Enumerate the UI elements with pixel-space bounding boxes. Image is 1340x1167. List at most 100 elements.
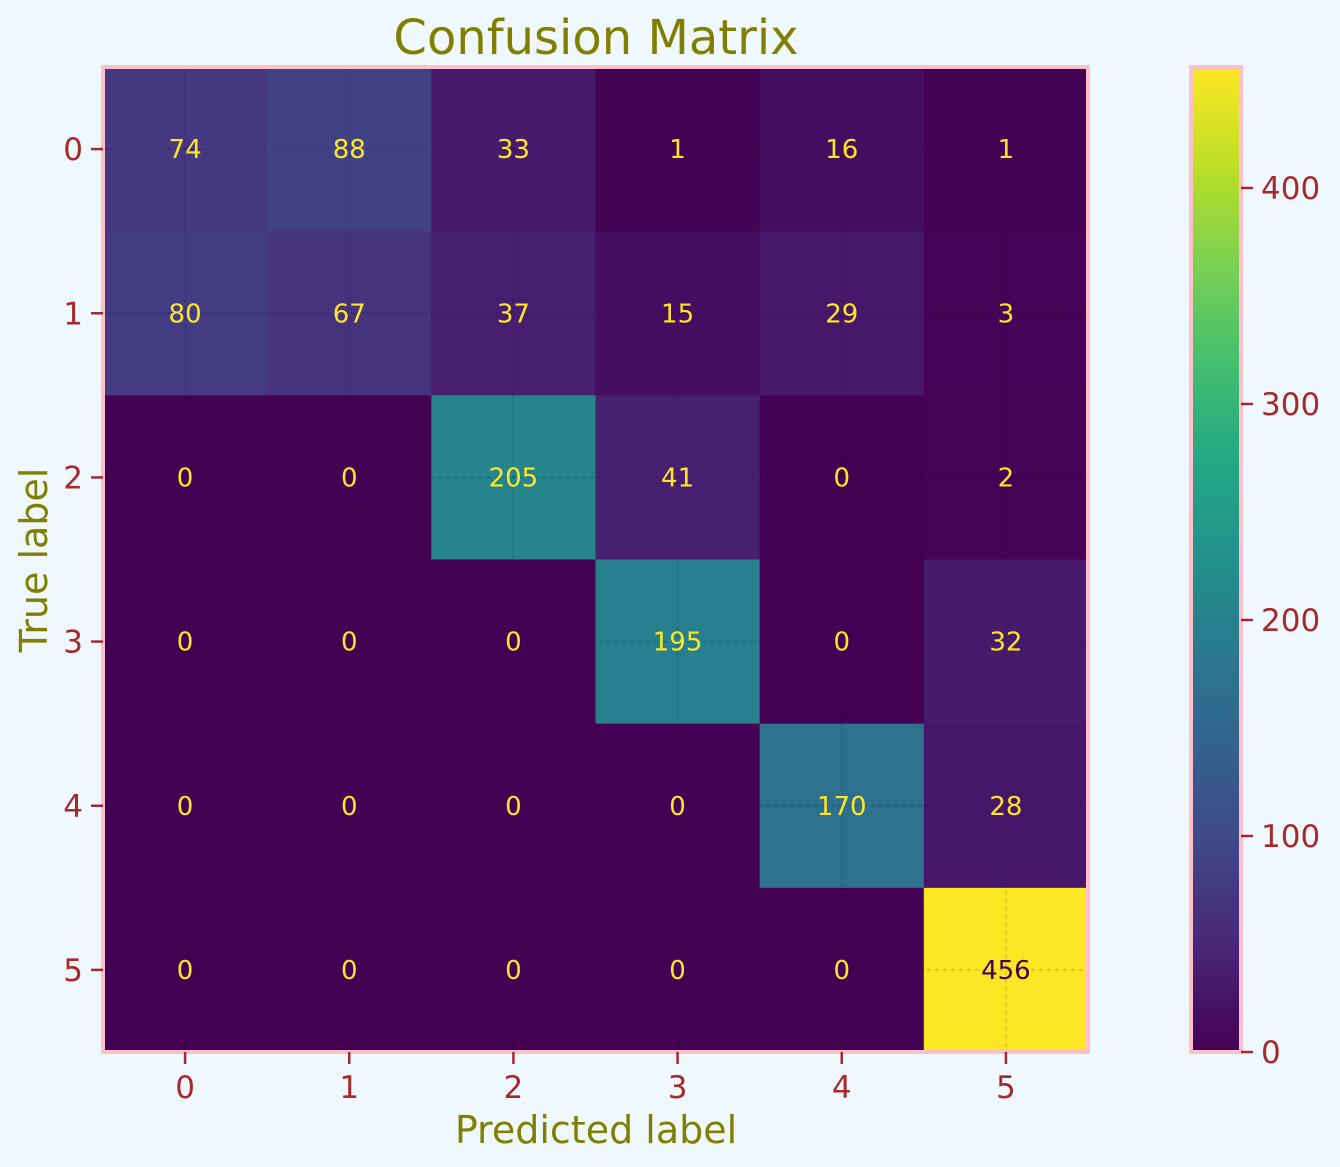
y-tick-label: 1 xyxy=(63,296,83,332)
cell-value-label: 0 xyxy=(669,792,686,822)
heatmap-cells xyxy=(103,67,1089,1053)
cell-value-label: 0 xyxy=(341,792,358,822)
heatmap-cell xyxy=(431,559,597,725)
colorbar-frame xyxy=(1189,65,1243,1054)
cell-value-label: 32 xyxy=(989,628,1022,658)
y-tick-label: 4 xyxy=(63,789,83,825)
colorbar-tick-label: 200 xyxy=(1261,603,1320,639)
heatmap-cell xyxy=(923,887,1089,1053)
colorbar-ticks: 0 100 200 300 400 xyxy=(1241,171,1320,1071)
heatmap-cell xyxy=(595,231,761,396)
heatmap-cell xyxy=(103,67,268,232)
heatmap-cell xyxy=(267,559,432,725)
heatmap-cell xyxy=(759,231,925,396)
x-tick-label: 1 xyxy=(339,1070,359,1106)
heatmap-cell xyxy=(923,723,1089,889)
heatmap-cell xyxy=(103,723,268,889)
heatmap-cell xyxy=(103,887,268,1053)
heatmap-cell xyxy=(431,231,597,396)
cell-value-label: 15 xyxy=(661,299,694,329)
heatmap-cell xyxy=(431,723,597,889)
plot-frame xyxy=(101,65,1090,1054)
cell-value-label: 170 xyxy=(817,792,867,822)
x-tick-label: 5 xyxy=(996,1070,1016,1106)
cell-value-label: 16 xyxy=(825,135,858,165)
cell-value-label: 0 xyxy=(177,956,194,986)
y-tick-label: 2 xyxy=(63,460,83,496)
heatmap-cell xyxy=(759,723,925,889)
heatmap-cell xyxy=(595,67,761,232)
cell-value-label: 0 xyxy=(505,792,522,822)
cell-value-label: 1 xyxy=(998,135,1015,165)
cell-value-label: 195 xyxy=(653,628,703,658)
colorbar-tick-label: 400 xyxy=(1261,171,1320,207)
cell-value-label: 2 xyxy=(998,463,1015,493)
heatmap-cell xyxy=(759,559,925,725)
cell-value-label: 0 xyxy=(833,956,850,986)
cell-value-label: 0 xyxy=(505,628,522,658)
heatmap-cell xyxy=(267,67,432,232)
cell-value-label: 74 xyxy=(169,135,202,165)
y-axis-ticks: 0 1 2 3 4 5 xyxy=(63,132,103,989)
colorbar-tick-label: 0 xyxy=(1261,1035,1281,1071)
cell-value-label: 88 xyxy=(333,135,366,165)
cell-value-label: 0 xyxy=(341,463,358,493)
heatmap-cell xyxy=(759,67,925,232)
x-tick-label: 0 xyxy=(175,1070,195,1106)
y-axis-label: True label xyxy=(12,468,56,654)
heatmap-cell xyxy=(923,559,1089,725)
x-axis-label: Predicted label xyxy=(455,1108,737,1152)
colorbar xyxy=(1191,67,1241,1052)
cell-value-label: 0 xyxy=(177,792,194,822)
heatmap-cell xyxy=(595,887,761,1053)
heatmap-cell xyxy=(267,395,432,561)
heatmap-cell xyxy=(431,395,597,561)
x-tick-label: 4 xyxy=(832,1070,852,1106)
cell-value-label: 0 xyxy=(177,463,194,493)
heatmap-cell xyxy=(759,395,925,561)
chart-title: Confusion Matrix xyxy=(393,10,798,66)
cell-value-label: 205 xyxy=(489,463,539,493)
heatmap-cell xyxy=(923,67,1089,232)
heatmap-cell xyxy=(267,887,432,1053)
heatmap-cell xyxy=(923,395,1089,561)
heatmap-cell xyxy=(267,231,432,396)
heatmap-cell xyxy=(595,559,761,725)
cell-value-label: 3 xyxy=(998,299,1015,329)
cell-value-label: 0 xyxy=(669,956,686,986)
heatmap-cell xyxy=(759,887,925,1053)
cell-value-label: 28 xyxy=(989,792,1022,822)
heatmap-cell xyxy=(595,395,761,561)
cell-value-label: 0 xyxy=(505,956,522,986)
x-tick-label: 2 xyxy=(504,1070,524,1106)
cell-value-label: 456 xyxy=(981,956,1031,986)
heatmap-cell xyxy=(431,887,597,1053)
cell-value-label: 0 xyxy=(833,463,850,493)
y-tick-label: 5 xyxy=(63,953,83,989)
heatmap-cell xyxy=(595,723,761,889)
cell-value-label: 37 xyxy=(497,299,530,329)
cell-value-label: 41 xyxy=(661,463,694,493)
colorbar-tick-label: 100 xyxy=(1261,819,1320,855)
cell-value-labels: 74 88 33 1 16 180 67 37 15 29 30 0 205 41 0 20 0 0 195 0 320… xyxy=(169,135,1031,986)
x-axis-ticks: 0 1 2 3 4 5 xyxy=(175,1052,1016,1106)
cell-value-label: 29 xyxy=(825,299,858,329)
cell-value-label: 0 xyxy=(177,628,194,658)
cell-value-label: 0 xyxy=(341,628,358,658)
cell-value-label: 0 xyxy=(833,628,850,658)
y-tick-label: 0 xyxy=(63,132,83,168)
heatmap-cell xyxy=(431,67,597,232)
heatmap-cell xyxy=(923,231,1089,396)
cell-value-label: 33 xyxy=(497,135,530,165)
cell-value-label: 67 xyxy=(333,299,366,329)
x-tick-label: 3 xyxy=(668,1070,688,1106)
colorbar-tick-label: 300 xyxy=(1261,387,1320,423)
heatmap-cell xyxy=(103,231,268,396)
cell-value-label: 80 xyxy=(169,299,202,329)
cell-value-label: 1 xyxy=(669,135,686,165)
y-tick-label: 3 xyxy=(63,625,83,661)
heatmap-cell xyxy=(267,723,432,889)
cell-value-label: 0 xyxy=(341,956,358,986)
heatmap-cell xyxy=(103,559,268,725)
